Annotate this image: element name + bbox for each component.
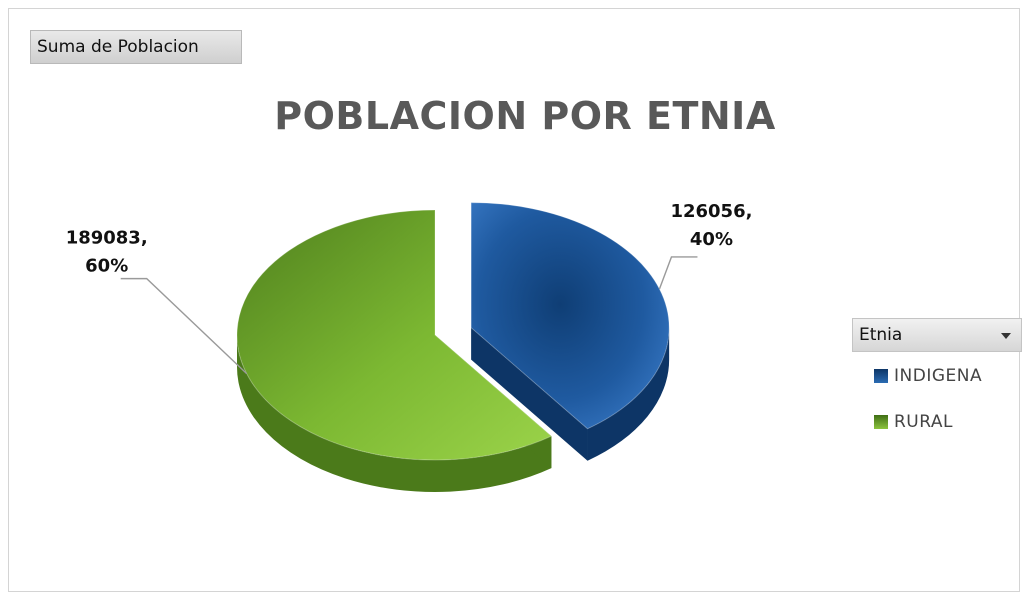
value-field-button[interactable]: Suma de Poblacion <box>30 30 242 64</box>
legend-swatch-indigena <box>874 369 888 383</box>
dropdown-arrow-icon[interactable] <box>1001 333 1011 339</box>
data-label-percent-indigena: 40% <box>690 229 733 250</box>
legend-item-indigena: INDIGENA <box>874 366 982 386</box>
legend-label-rural: RURAL <box>894 412 953 432</box>
pie-slice-indigena[interactable] <box>470 202 670 430</box>
data-label-value-rural: 189083, <box>66 228 148 249</box>
pie-slice-side-indigena <box>587 327 670 461</box>
legend-label-indigena: INDIGENA <box>894 366 983 386</box>
legend-item-rural: RURAL <box>874 412 953 432</box>
data-label-percent-rural: 60% <box>85 256 128 277</box>
pie-slice-cut-indigena <box>471 327 588 461</box>
legend-swatch-rural <box>874 415 888 429</box>
legend-header-label: Etnia <box>859 325 903 345</box>
data-label-value-indigena: 126056, <box>670 201 752 222</box>
pie-slice-side-rural <box>237 335 552 493</box>
pie-slice-rural[interactable] <box>236 209 553 461</box>
leader-line-rural <box>120 277 248 375</box>
chart-title: POBLACION POR ETNIA <box>274 94 776 138</box>
legend-filter-dropdown[interactable]: Etnia <box>852 318 1022 352</box>
leader-line-indigena <box>658 256 698 290</box>
